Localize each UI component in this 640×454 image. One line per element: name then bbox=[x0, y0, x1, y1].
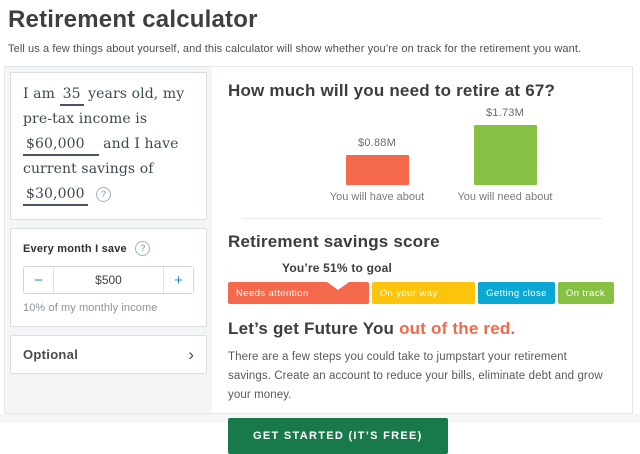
results-panel: How much will you need to retire at 67? … bbox=[212, 67, 632, 454]
savings-help-icon[interactable]: ? bbox=[96, 187, 112, 202]
cta-heading-accent: out of the red. bbox=[399, 319, 516, 338]
page-title: Retirement calculator bbox=[8, 6, 258, 33]
income-input[interactable]: $60,000 bbox=[23, 135, 99, 156]
segment-label: On your way bbox=[379, 288, 438, 299]
segment-label: Getting close bbox=[486, 288, 547, 299]
bar-value-label: $1.73M bbox=[486, 107, 524, 119]
savings-input[interactable]: $30,000 bbox=[23, 185, 88, 206]
cta-heading: Let’s get Future You out of the red. bbox=[228, 319, 614, 339]
cta-heading-plain: Let’s get Future You bbox=[228, 319, 400, 338]
segment-label: On track bbox=[565, 288, 606, 299]
bar-group-need: $1.73M You will need about bbox=[456, 107, 554, 203]
optional-section-toggle[interactable]: Optional › bbox=[10, 335, 207, 374]
monthly-savings-label: Every month I save bbox=[23, 243, 127, 255]
profile-sentence: I am 35 years old, my pre-tax income is … bbox=[23, 82, 194, 207]
increment-button[interactable]: + bbox=[163, 267, 193, 293]
age-input[interactable]: 35 bbox=[59, 85, 84, 106]
section-divider bbox=[242, 218, 602, 219]
chevron-right-icon: › bbox=[188, 344, 194, 364]
monthly-savings-stepper: − + bbox=[23, 266, 194, 294]
score-segment-getting-close: Getting close bbox=[478, 282, 555, 304]
projection-heading: How much will you need to retire at 67? bbox=[228, 81, 556, 100]
profile-panel: I am 35 years old, my pre-tax income is … bbox=[10, 72, 207, 220]
goal-progress-label: You’re 51% to goal bbox=[282, 261, 393, 275]
decrement-button[interactable]: − bbox=[24, 267, 54, 293]
bar-caption: You will have about bbox=[329, 191, 425, 203]
savings-score-bar: Needs attention On your way Getting clos… bbox=[228, 282, 615, 304]
monthly-savings-caption: 10% of my monthly income bbox=[23, 302, 158, 314]
segment-label: Needs attention bbox=[236, 288, 309, 299]
score-position-notch-icon bbox=[327, 282, 349, 290]
input-sidebar: I am 35 years old, my pre-tax income is … bbox=[5, 67, 212, 413]
score-heading: Retirement savings score bbox=[228, 232, 440, 251]
sentence-text: I am bbox=[23, 86, 56, 102]
score-segment-on-track: On track bbox=[557, 282, 615, 304]
calculator-card: I am 35 years old, my pre-tax income is … bbox=[4, 66, 633, 454]
page-subtitle: Tell us a few things about yourself, and… bbox=[8, 43, 582, 55]
monthly-savings-panel: Every month I save ? − + 10% of my month… bbox=[10, 228, 207, 327]
bar-value-label: $0.88M bbox=[358, 137, 396, 149]
sentence-text: and I have current savings of bbox=[23, 136, 179, 177]
bar-group-have: $0.88M You will have about bbox=[328, 137, 426, 203]
sentence-text: years old, my pre-tax income is bbox=[23, 86, 185, 127]
page-header: Retirement calculator Tell us a few thin… bbox=[0, 0, 640, 55]
bar-caption: You will need about bbox=[457, 191, 553, 203]
need-bar bbox=[473, 125, 537, 185]
monthly-savings-help-icon[interactable]: ? bbox=[135, 241, 151, 256]
score-segment-on-your-way: On your way bbox=[371, 282, 476, 304]
monthly-savings-input[interactable] bbox=[54, 267, 163, 293]
score-segment-needs-attention: Needs attention bbox=[228, 282, 369, 304]
get-started-button[interactable]: GET STARTED (IT’S FREE) bbox=[228, 417, 448, 454]
bar-chart: $0.88M You will have about $1.73M You wi… bbox=[328, 107, 614, 203]
optional-label: Optional bbox=[23, 347, 79, 362]
cta-body-text: There are a few steps you could take to … bbox=[228, 351, 603, 401]
have-bar bbox=[345, 155, 409, 185]
